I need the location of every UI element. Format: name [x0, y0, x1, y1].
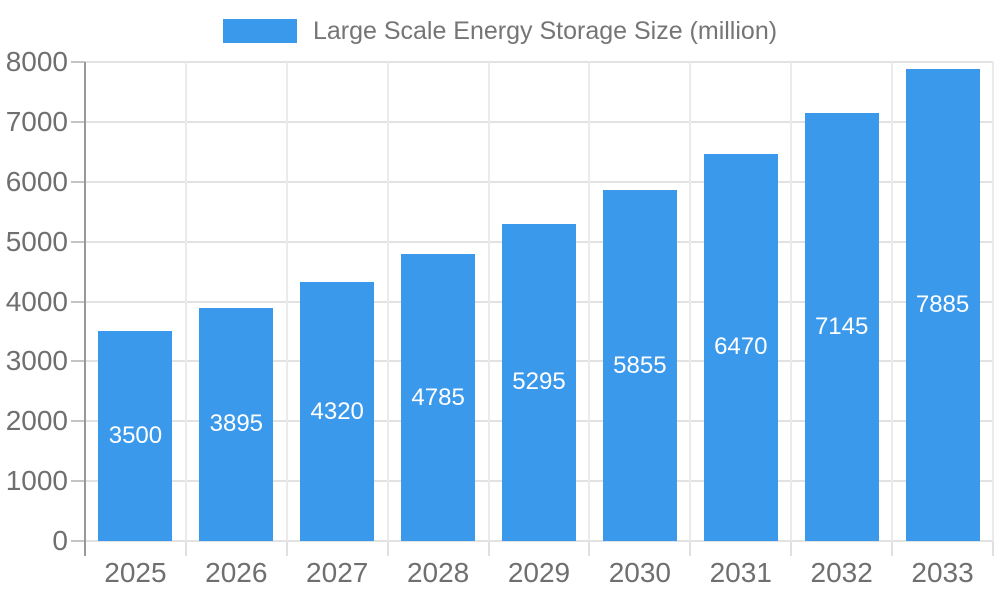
- y-axis-label: 4000: [5, 285, 68, 317]
- y-gridline: [85, 180, 993, 183]
- x-gridline: [689, 62, 692, 541]
- x-axis-tick: [992, 541, 994, 556]
- y-axis-tick: [71, 420, 85, 423]
- y-axis-tick: [71, 180, 85, 183]
- x-axis-tick: [891, 541, 894, 556]
- y-axis-tick: [71, 120, 85, 123]
- legend-swatch[interactable]: [222, 19, 297, 43]
- y-axis-tick: [71, 240, 85, 243]
- x-gridline: [891, 62, 894, 541]
- bar-value-label: 7885: [915, 290, 970, 318]
- x-gridline: [992, 62, 994, 541]
- x-gridline: [790, 62, 793, 541]
- bar-2025[interactable]: 3500: [98, 331, 173, 541]
- x-gridline: [386, 62, 389, 541]
- y-axis-label: 0: [52, 525, 68, 556]
- bar-value-label: 4785: [411, 383, 465, 411]
- x-axis-tick: [487, 541, 490, 556]
- bar-2031[interactable]: 6470: [703, 153, 778, 541]
- y-axis-label: 8000: [5, 46, 68, 77]
- x-axis-label: 2030: [608, 557, 672, 588]
- x-axis-tick: [386, 541, 389, 556]
- x-axis-tick: [689, 541, 692, 556]
- y-axis-label: 6000: [5, 165, 68, 197]
- x-axis-label: 2028: [406, 557, 470, 588]
- bar-2033[interactable]: 7885: [905, 68, 980, 541]
- x-gridline: [588, 62, 591, 541]
- bar-value-label: 5295: [512, 368, 566, 396]
- y-axis-tick: [71, 61, 85, 63]
- x-axis-tick: [588, 541, 591, 556]
- x-axis-label: 2032: [810, 557, 873, 588]
- bar-value-label: 4320: [310, 397, 364, 425]
- bar-value-label: 3500: [108, 422, 163, 450]
- y-axis-label: 2000: [5, 405, 68, 437]
- y-gridline: [85, 540, 993, 542]
- y-axis-label: 1000: [5, 465, 68, 497]
- x-gridline: [487, 62, 490, 541]
- y-axis-label: 7000: [5, 105, 68, 137]
- bar-value-label: 3895: [209, 410, 264, 438]
- y-axis-tick: [71, 300, 85, 303]
- bar-value-label: 7145: [814, 313, 869, 341]
- bar-2026[interactable]: 3895: [199, 307, 274, 541]
- x-gridline: [184, 62, 187, 541]
- x-axis-tick: [184, 541, 187, 556]
- x-axis-label: 2026: [205, 557, 268, 588]
- x-axis-tick: [285, 541, 288, 556]
- bar-value-label: 5855: [613, 351, 667, 379]
- y-axis-tick: [71, 360, 85, 363]
- bar-value-label: 6470: [714, 333, 768, 361]
- bar-2029[interactable]: 5295: [502, 223, 576, 541]
- legend: Large Scale Energy Storage Size (million…: [0, 17, 1000, 45]
- y-axis-line: [84, 62, 86, 556]
- y-axis-label: 5000: [5, 225, 68, 257]
- x-gridline: [285, 62, 288, 541]
- y-gridline: [85, 120, 993, 123]
- bar-2028[interactable]: 4785: [401, 254, 476, 541]
- y-gridline: [85, 61, 993, 63]
- legend-label[interactable]: Large Scale Energy Storage Size (million…: [312, 17, 778, 45]
- y-axis-tick: [71, 480, 85, 483]
- y-axis-label: 3000: [5, 345, 68, 377]
- x-axis-label: 2029: [507, 557, 571, 588]
- x-axis-tick: [790, 541, 793, 556]
- bar-2027[interactable]: 4320: [300, 282, 375, 541]
- x-axis-label: 2031: [709, 557, 772, 588]
- bar-2030[interactable]: 5855: [602, 190, 677, 541]
- x-axis-label: 2033: [911, 557, 974, 588]
- bar-2032[interactable]: 7145: [804, 113, 879, 541]
- x-axis-label: 2027: [306, 557, 369, 588]
- y-axis-tick: [71, 540, 85, 542]
- x-axis-label: 2025: [104, 557, 167, 588]
